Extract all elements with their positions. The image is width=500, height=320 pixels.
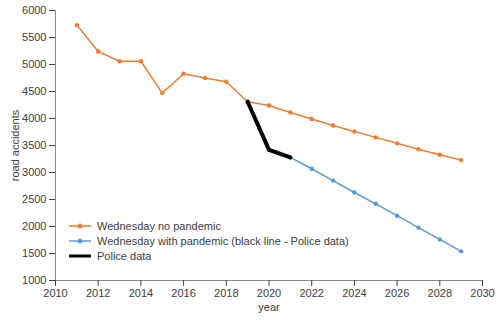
svg-text:road accidents: road accidents [9, 109, 21, 181]
svg-text:1000: 1000 [22, 274, 46, 286]
svg-text:3500: 3500 [22, 139, 46, 151]
svg-text:2024: 2024 [342, 287, 366, 299]
html-text:Wednesday with pandemic (black: Wednesday with pandemic (black line - Po… [97, 234, 349, 247]
html-text:Police data: Police data [97, 249, 152, 262]
svg-text:2022: 2022 [299, 287, 323, 299]
svg-text:2012: 2012 [86, 287, 110, 299]
svg-text:2026: 2026 [385, 287, 409, 299]
svg-text:5000: 5000 [22, 58, 46, 70]
svg-text:2020: 2020 [257, 287, 281, 299]
svg-text:4500: 4500 [22, 85, 46, 97]
svg-text:2028: 2028 [428, 287, 452, 299]
svg-text:2000: 2000 [22, 220, 46, 232]
svg-text:2016: 2016 [171, 287, 195, 299]
svg-text:5500: 5500 [22, 31, 46, 43]
svg-text:4000: 4000 [22, 112, 46, 124]
svg-text:2030: 2030 [470, 287, 494, 299]
svg-text:6000: 6000 [22, 4, 46, 16]
svg-text:2014: 2014 [129, 287, 153, 299]
svg-text:1500: 1500 [22, 247, 46, 259]
svg-text:2500: 2500 [22, 193, 46, 205]
html-text:Wednesday no pandemic: Wednesday no pandemic [97, 219, 221, 232]
svg-text:2018: 2018 [214, 287, 238, 299]
svg-text:year: year [258, 301, 280, 313]
svg-text:2010: 2010 [43, 287, 67, 299]
svg-text:3000: 3000 [22, 166, 46, 178]
